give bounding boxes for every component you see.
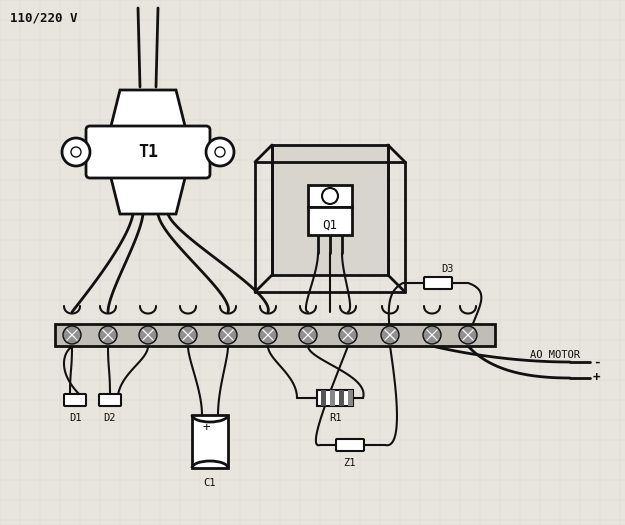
Text: Q1: Q1	[322, 218, 338, 232]
Text: AO MOTOR: AO MOTOR	[530, 350, 580, 360]
Circle shape	[299, 326, 317, 344]
Circle shape	[423, 326, 441, 344]
Circle shape	[99, 326, 117, 344]
Text: C1: C1	[204, 478, 216, 488]
Text: D1: D1	[69, 413, 81, 423]
Bar	[321, 390, 326, 406]
Text: D3: D3	[441, 264, 454, 274]
Text: +: +	[202, 421, 210, 434]
Circle shape	[62, 138, 90, 166]
Polygon shape	[110, 90, 186, 130]
Bar	[55, 324, 495, 346]
Text: Z1: Z1	[344, 458, 356, 468]
FancyBboxPatch shape	[64, 394, 86, 406]
Circle shape	[71, 147, 81, 157]
FancyBboxPatch shape	[308, 185, 352, 207]
Bar	[192, 415, 228, 468]
Circle shape	[381, 326, 399, 344]
Circle shape	[206, 138, 234, 166]
Bar	[308, 207, 352, 235]
Circle shape	[339, 326, 357, 344]
Bar	[330, 390, 335, 406]
Circle shape	[259, 326, 277, 344]
Text: +: +	[593, 372, 601, 384]
Circle shape	[459, 326, 477, 344]
Text: -: -	[593, 355, 601, 369]
Text: T1: T1	[138, 143, 158, 161]
Polygon shape	[110, 174, 186, 214]
Circle shape	[219, 326, 237, 344]
Circle shape	[139, 326, 157, 344]
Bar	[348, 390, 353, 406]
Circle shape	[215, 147, 225, 157]
Circle shape	[179, 326, 197, 344]
Text: R1: R1	[329, 413, 341, 423]
Bar	[272, 145, 388, 275]
Bar	[317, 390, 353, 406]
FancyBboxPatch shape	[424, 277, 452, 289]
Text: 110/220 V: 110/220 V	[10, 12, 78, 25]
Circle shape	[63, 326, 81, 344]
Bar	[339, 390, 344, 406]
FancyBboxPatch shape	[86, 126, 210, 178]
Text: D2: D2	[104, 413, 116, 423]
FancyBboxPatch shape	[336, 439, 364, 451]
FancyBboxPatch shape	[99, 394, 121, 406]
